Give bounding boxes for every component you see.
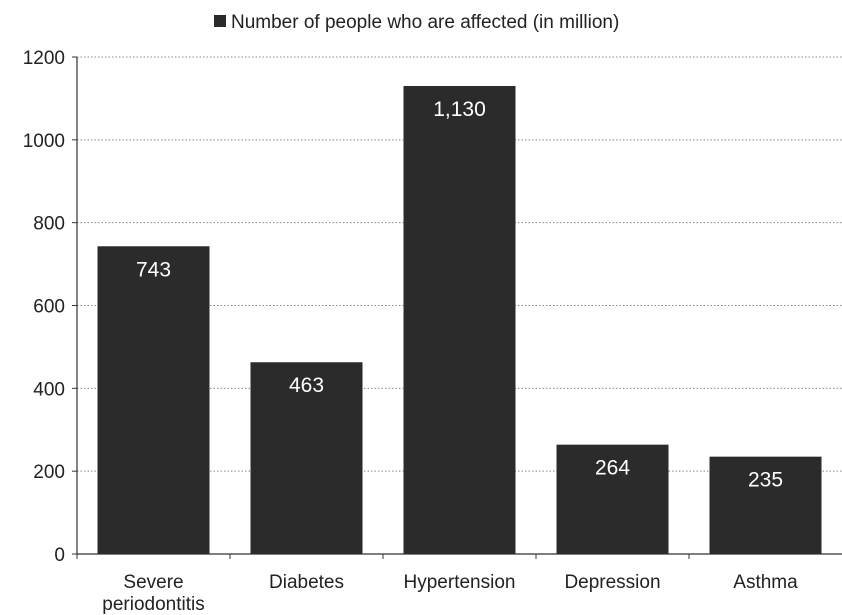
bar-hypertension bbox=[403, 85, 516, 554]
x-tick-label-depression: Depression bbox=[564, 572, 660, 593]
data-label-severe-periodontitis: 743 bbox=[136, 258, 171, 281]
y-tick-label-400: 400 bbox=[33, 379, 65, 400]
x-tick-label-hypertension: Hypertension bbox=[404, 572, 516, 593]
y-tick-label-200: 200 bbox=[33, 462, 65, 483]
legend: Number of people who are affected (in mi… bbox=[214, 12, 619, 33]
legend-label: Number of people who are affected (in mi… bbox=[231, 12, 619, 33]
x-tick-label-asthma: Asthma bbox=[733, 572, 798, 593]
x-tick-label-severe-periodontitis: Severe periodontitis bbox=[102, 572, 204, 615]
bars bbox=[97, 85, 822, 554]
bar-asthma bbox=[709, 456, 822, 554]
y-axis-ticks: 0 200 400 600 800 1000 1200 bbox=[23, 48, 77, 566]
data-label-asthma: 235 bbox=[748, 469, 783, 492]
bar-diabetes bbox=[250, 362, 363, 554]
y-tick-label-1200: 1200 bbox=[23, 48, 65, 69]
bar-severe-periodontitis bbox=[97, 246, 210, 554]
data-labels: 743 463 1,130 264 235 bbox=[136, 98, 783, 492]
x-axis-labels: Severe periodontitis Diabetes Hypertension D… bbox=[76, 554, 798, 615]
data-label-diabetes: 463 bbox=[289, 374, 324, 397]
x-tick-label-diabetes: Diabetes bbox=[269, 572, 344, 593]
y-tick-label-0: 0 bbox=[54, 545, 65, 566]
y-tick-label-600: 600 bbox=[33, 297, 65, 318]
data-label-hypertension: 1,130 bbox=[433, 98, 486, 121]
bar-depression bbox=[556, 444, 669, 554]
data-label-depression: 264 bbox=[595, 457, 630, 480]
y-tick-label-1000: 1000 bbox=[23, 131, 65, 152]
legend-swatch bbox=[214, 15, 226, 27]
y-tick-label-800: 800 bbox=[33, 214, 65, 235]
